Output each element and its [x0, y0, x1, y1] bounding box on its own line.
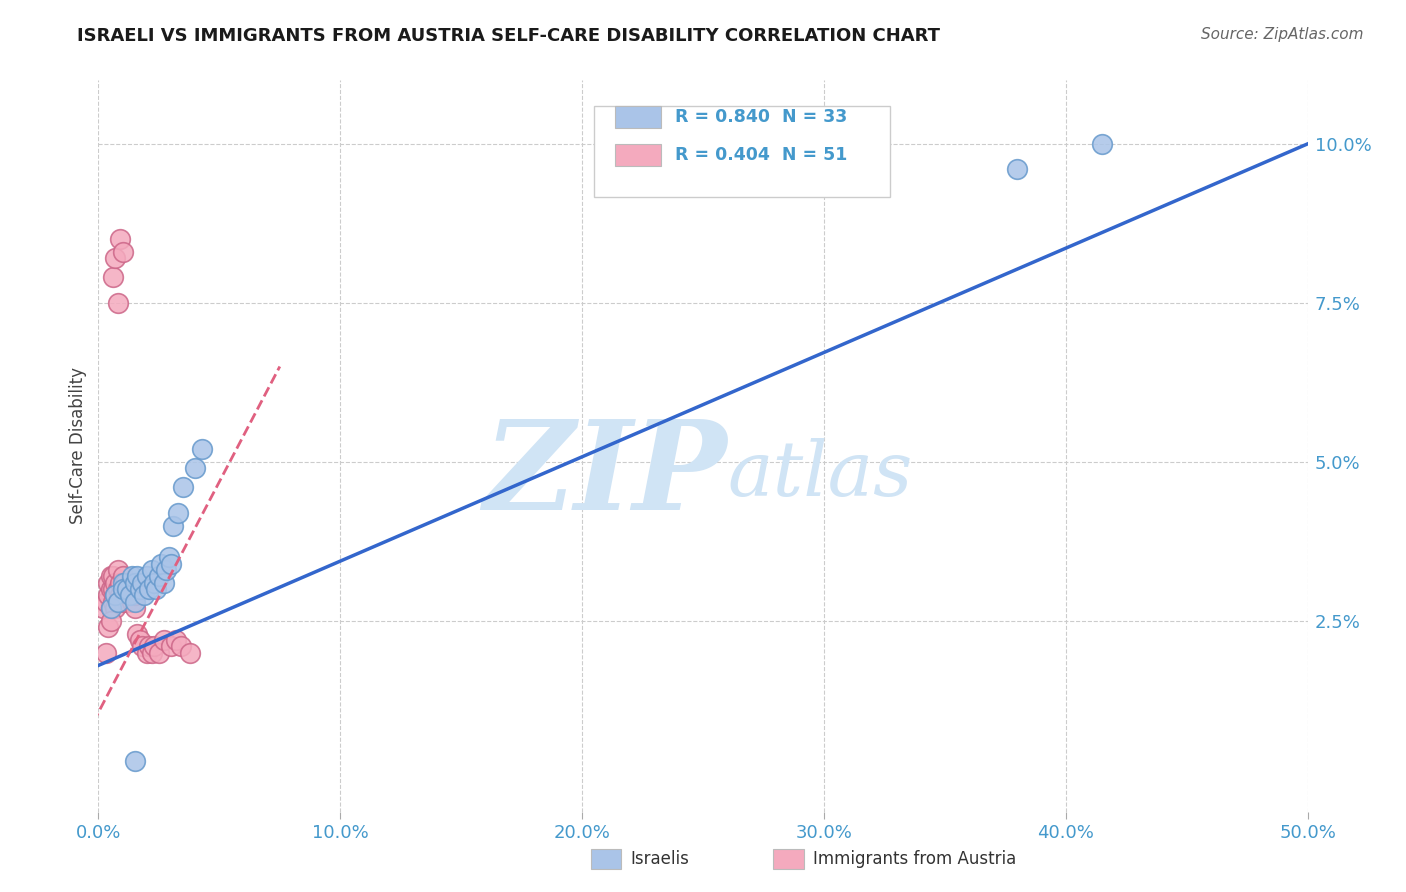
Point [141, 563, 163, 577]
Point [172, 480, 194, 494]
Point [97, 575, 120, 590]
Point [94, 595, 117, 609]
Point [121, 595, 143, 609]
Point [104, 575, 127, 590]
Point [104, 601, 127, 615]
Point [169, 640, 191, 654]
Point [143, 575, 166, 590]
Point [111, 582, 134, 596]
Point [101, 595, 124, 609]
Point [111, 575, 134, 590]
Point [157, 550, 180, 565]
Text: Source: ZipAtlas.com: Source: ZipAtlas.com [1201, 27, 1364, 42]
Point [179, 646, 201, 660]
Point [107, 296, 129, 310]
Point [114, 575, 136, 590]
Point [101, 569, 124, 583]
Text: Israelis: Israelis [630, 850, 689, 868]
Point [104, 252, 127, 266]
Point [108, 589, 131, 603]
Point [1091, 136, 1114, 151]
Point [124, 601, 146, 615]
Point [127, 626, 149, 640]
Point [117, 582, 139, 596]
Point [138, 640, 160, 654]
Point [152, 575, 174, 590]
Point [108, 232, 131, 246]
Point [107, 582, 129, 596]
Point [97, 620, 120, 634]
Point [117, 582, 139, 596]
Bar [614, 106, 661, 128]
Point [100, 569, 122, 583]
Point [107, 595, 129, 609]
Point [150, 557, 173, 571]
Point [100, 614, 122, 628]
Point [143, 640, 166, 654]
Point [118, 575, 141, 590]
Point [111, 245, 134, 260]
Point [94, 646, 117, 660]
Point [128, 582, 150, 596]
Point [155, 563, 177, 577]
Text: ZIP: ZIP [484, 415, 727, 536]
Y-axis label: Self-Care Disability: Self-Care Disability [69, 368, 87, 524]
Point [145, 582, 167, 596]
Point [100, 601, 122, 615]
Point [184, 461, 207, 475]
Point [118, 589, 141, 603]
Point [124, 754, 146, 768]
Point [135, 646, 157, 660]
Point [100, 601, 122, 615]
Point [108, 575, 131, 590]
Point [1007, 162, 1029, 177]
Point [167, 506, 190, 520]
Point [101, 270, 124, 285]
Point [118, 589, 141, 603]
Point [111, 582, 134, 596]
Text: atlas: atlas [727, 438, 912, 512]
Point [97, 589, 120, 603]
Point [104, 589, 127, 603]
Point [121, 569, 143, 583]
Point [124, 595, 146, 609]
Point [100, 582, 122, 596]
Point [138, 582, 160, 596]
Point [127, 569, 149, 583]
Point [148, 569, 170, 583]
Point [117, 595, 139, 609]
Point [148, 646, 170, 660]
Bar [614, 144, 661, 166]
Point [111, 595, 134, 609]
Point [141, 646, 163, 660]
Point [128, 632, 150, 647]
Point [124, 575, 146, 590]
FancyBboxPatch shape [595, 106, 890, 197]
Point [135, 569, 157, 583]
Point [114, 589, 136, 603]
Point [162, 518, 184, 533]
Point [160, 640, 183, 654]
Point [165, 632, 187, 647]
Point [160, 557, 183, 571]
Point [152, 632, 174, 647]
Point [101, 582, 124, 596]
Text: R = 0.404  N = 51: R = 0.404 N = 51 [675, 146, 848, 164]
Point [107, 563, 129, 577]
Text: ISRAELI VS IMMIGRANTS FROM AUSTRIA SELF-CARE DISABILITY CORRELATION CHART: ISRAELI VS IMMIGRANTS FROM AUSTRIA SELF-… [77, 27, 941, 45]
Point [131, 575, 153, 590]
Point [191, 442, 214, 457]
Point [104, 589, 127, 603]
Point [107, 595, 129, 609]
Text: R = 0.840  N = 33: R = 0.840 N = 33 [675, 108, 848, 126]
Point [124, 589, 146, 603]
Point [131, 640, 153, 654]
Point [91, 601, 114, 615]
Point [134, 589, 156, 603]
Text: Immigrants from Austria: Immigrants from Austria [813, 850, 1017, 868]
Point [111, 569, 134, 583]
